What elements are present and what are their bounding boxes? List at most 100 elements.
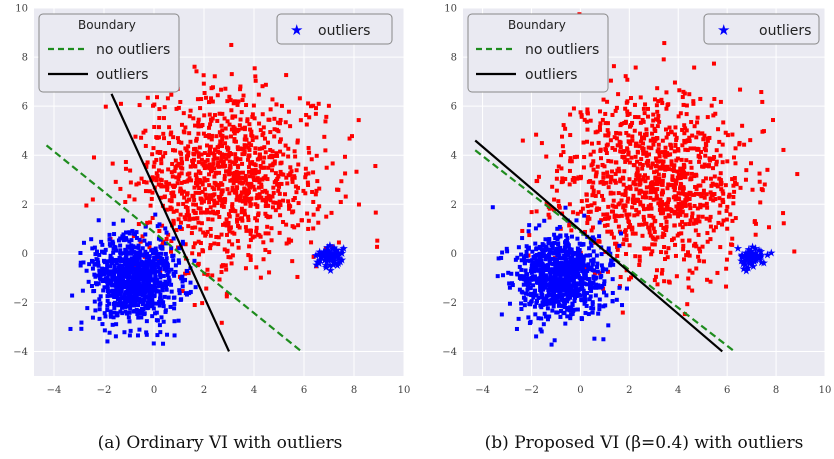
red-class-point bbox=[249, 171, 254, 176]
blue-class-point bbox=[539, 288, 544, 293]
red-class-point bbox=[659, 203, 664, 208]
red-class-point bbox=[610, 203, 615, 208]
red-class-point bbox=[718, 171, 723, 176]
red-class-point bbox=[248, 257, 253, 262]
red-class-point bbox=[246, 214, 251, 219]
red-class-point bbox=[356, 202, 361, 207]
outlier-point: ★ bbox=[317, 247, 327, 260]
red-class-point bbox=[163, 151, 168, 156]
red-class-point bbox=[644, 221, 649, 226]
red-class-point bbox=[692, 65, 697, 70]
red-class-point bbox=[598, 156, 603, 161]
red-class-point bbox=[737, 142, 742, 147]
red-class-point bbox=[236, 165, 241, 170]
red-class-point bbox=[219, 192, 224, 197]
red-class-point bbox=[354, 169, 359, 174]
red-class-point bbox=[605, 223, 610, 228]
red-class-point bbox=[664, 250, 669, 255]
red-class-point bbox=[250, 112, 255, 117]
red-class-point bbox=[641, 106, 646, 111]
red-class-point bbox=[133, 134, 138, 139]
red-class-point bbox=[698, 96, 703, 101]
red-class-point bbox=[303, 172, 308, 177]
red-class-point bbox=[323, 148, 328, 153]
red-class-point bbox=[206, 152, 211, 157]
red-class-point bbox=[758, 200, 763, 205]
red-class-point bbox=[693, 241, 698, 246]
red-class-point bbox=[175, 181, 180, 186]
red-class-point bbox=[178, 212, 183, 217]
blue-class-point bbox=[145, 254, 150, 259]
blue-class-point bbox=[130, 283, 135, 288]
red-class-point bbox=[650, 249, 655, 254]
red-class-point bbox=[637, 189, 642, 194]
blue-class-point bbox=[144, 330, 149, 335]
blue-class-point bbox=[537, 268, 542, 273]
red-class-point bbox=[685, 250, 690, 255]
red-class-point bbox=[315, 179, 320, 184]
blue-class-point bbox=[563, 260, 568, 265]
red-class-point bbox=[176, 139, 181, 144]
red-class-point bbox=[688, 206, 693, 211]
red-class-point bbox=[139, 176, 144, 181]
blue-class-point bbox=[143, 232, 148, 237]
red-class-point bbox=[721, 120, 726, 125]
red-class-point bbox=[232, 137, 237, 142]
red-class-point bbox=[180, 166, 185, 171]
blue-class-point bbox=[149, 248, 154, 253]
outliers-legend-b: ★ outliers bbox=[703, 13, 820, 45]
outlier-point: ★ bbox=[327, 252, 337, 265]
red-class-point bbox=[659, 180, 664, 185]
blue-class-point bbox=[522, 255, 527, 260]
blue-class-point bbox=[109, 293, 114, 298]
outlier-point: ★ bbox=[737, 250, 747, 263]
red-class-point bbox=[732, 155, 737, 160]
red-class-point bbox=[633, 142, 638, 147]
blue-class-point bbox=[600, 269, 605, 274]
blue-class-point bbox=[180, 279, 185, 284]
red-class-point bbox=[624, 212, 629, 217]
blue-class-point bbox=[526, 285, 531, 290]
red-class-point bbox=[313, 192, 318, 197]
red-class-point bbox=[292, 174, 297, 179]
red-class-point bbox=[201, 199, 206, 204]
red-class-point bbox=[579, 114, 584, 119]
blue-class-point bbox=[526, 229, 531, 234]
red-class-point bbox=[622, 155, 627, 160]
red-class-point bbox=[160, 223, 165, 228]
red-class-point bbox=[232, 231, 237, 236]
blue-class-point bbox=[535, 277, 540, 282]
blue-class-point bbox=[118, 283, 123, 288]
red-class-point bbox=[161, 116, 166, 121]
red-class-point bbox=[657, 166, 662, 171]
red-class-point bbox=[326, 103, 331, 108]
red-class-point bbox=[627, 184, 632, 189]
red-class-point bbox=[207, 125, 212, 130]
red-class-point bbox=[633, 254, 638, 259]
blue-class-point bbox=[133, 252, 138, 257]
red-class-point bbox=[306, 101, 311, 106]
red-class-point bbox=[219, 270, 224, 275]
red-class-point bbox=[219, 123, 224, 128]
blue-class-point bbox=[155, 224, 160, 229]
red-class-point bbox=[627, 177, 632, 182]
blue-class-point bbox=[140, 307, 145, 312]
blue-class-point bbox=[135, 333, 140, 338]
blue-class-point bbox=[533, 241, 538, 246]
red-class-point bbox=[317, 204, 322, 209]
blue-class-point bbox=[91, 289, 96, 294]
y-tick-label: 0 bbox=[22, 249, 28, 260]
red-class-point bbox=[209, 96, 214, 101]
red-class-point bbox=[156, 149, 161, 154]
red-class-point bbox=[174, 208, 179, 213]
red-class-point bbox=[529, 210, 534, 215]
red-class-point bbox=[632, 102, 637, 107]
red-class-point bbox=[212, 166, 217, 171]
blue-class-point bbox=[588, 253, 593, 258]
blue-class-point bbox=[108, 270, 113, 275]
red-class-point bbox=[677, 88, 682, 93]
blue-class-point bbox=[597, 297, 602, 302]
blue-class-point bbox=[506, 270, 511, 275]
red-class-point bbox=[266, 193, 271, 198]
blue-class-point bbox=[554, 310, 559, 315]
